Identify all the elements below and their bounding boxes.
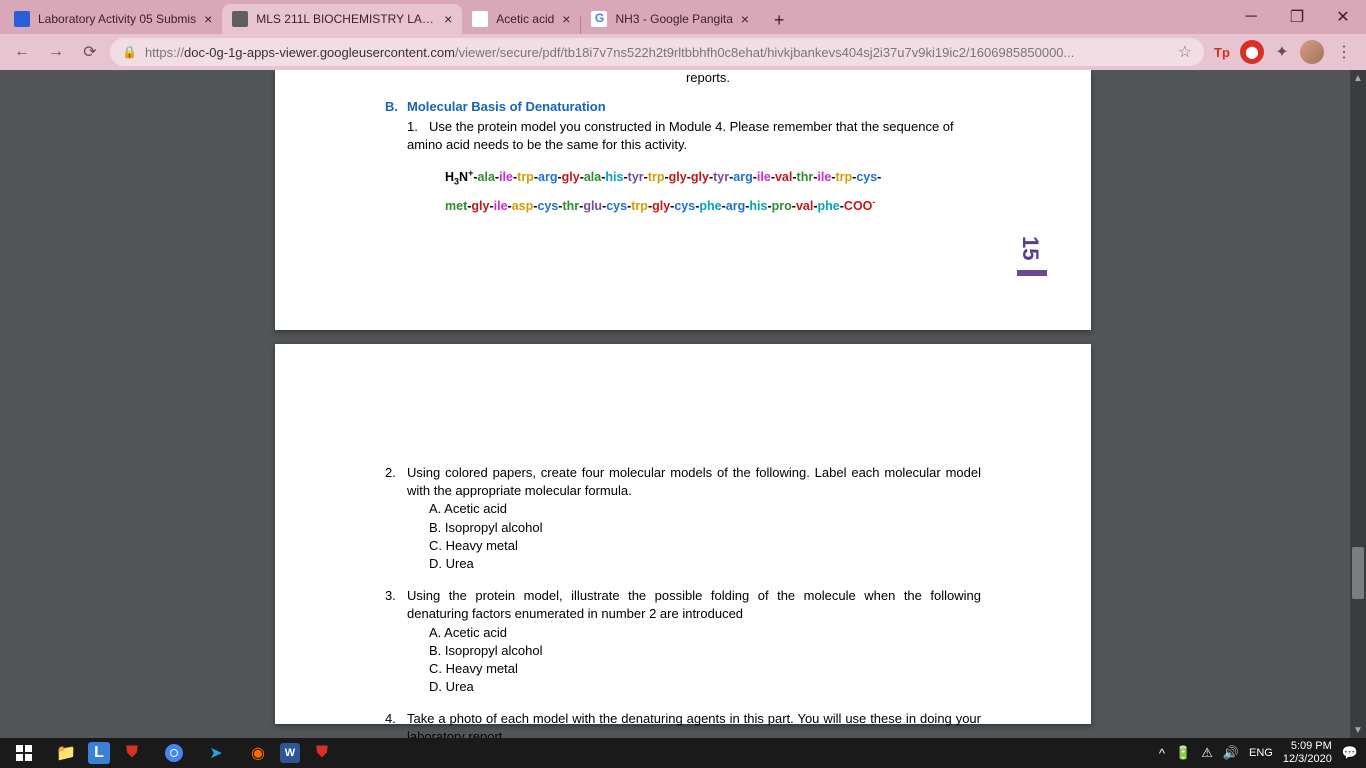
ext-icon-1[interactable]: Tp bbox=[1210, 40, 1234, 64]
task-app-g-icon[interactable]: ◉ bbox=[238, 738, 278, 768]
tabs-area: Laboratory Activity 05 Submis×MLS 211L B… bbox=[0, 0, 1228, 34]
task-explorer-icon[interactable]: 📁 bbox=[46, 738, 86, 768]
amino-sequence-1: H3N+-ala-ile-trp-arg-gly-ala-his-tyr-trp… bbox=[445, 168, 981, 187]
scroll-up-arrow[interactable]: ▲ bbox=[1350, 70, 1366, 86]
question-4: 4.Take a photo of each model with the de… bbox=[385, 710, 981, 738]
browser-titlebar: Laboratory Activity 05 Submis×MLS 211L B… bbox=[0, 0, 1366, 34]
tab-close-icon[interactable]: × bbox=[444, 11, 452, 27]
pdf-page-15: reports. B.Molecular Basis of Denaturati… bbox=[275, 70, 1091, 330]
tab-title: Laboratory Activity 05 Submis bbox=[38, 12, 196, 26]
browser-tab[interactable]: Acetic acid × bbox=[462, 4, 580, 34]
question-2: 2.Using colored papers, create four mole… bbox=[385, 464, 981, 573]
item-1: 1.Use the protein model you constructed … bbox=[407, 118, 981, 154]
profile-avatar[interactable] bbox=[1300, 40, 1324, 64]
tab-favicon bbox=[14, 11, 30, 27]
tab-title: MLS 211L BIOCHEMISTRY LABOR bbox=[256, 12, 436, 26]
task-app-l-icon[interactable]: L bbox=[88, 742, 110, 764]
tab-favicon: G bbox=[591, 11, 607, 27]
omnibox[interactable]: 🔒 https://doc-0g-1g-apps-viewer.googleus… bbox=[110, 38, 1204, 66]
url-text: https://doc-0g-1g-apps-viewer.googleuser… bbox=[145, 45, 1170, 60]
tab-title: NH3 - Google Pangita bbox=[615, 12, 732, 26]
task-mcafee-icon[interactable]: ⛊ bbox=[112, 738, 152, 768]
tab-close-icon[interactable]: × bbox=[562, 11, 570, 27]
tray-battery-icon[interactable]: 🔋 bbox=[1175, 745, 1191, 761]
forward-button[interactable]: → bbox=[42, 38, 70, 66]
pdf-page-16: 2.Using colored papers, create four mole… bbox=[275, 344, 1091, 724]
new-tab-button[interactable]: + bbox=[765, 6, 793, 34]
tray-volume-icon[interactable]: 🔊 bbox=[1223, 745, 1239, 761]
tab-close-icon[interactable]: × bbox=[204, 11, 212, 27]
task-word-icon[interactable]: W bbox=[280, 743, 300, 763]
lock-icon: 🔒 bbox=[122, 45, 137, 59]
pdf-viewport[interactable]: reports. B.Molecular Basis of Denaturati… bbox=[0, 70, 1366, 738]
task-chrome-icon[interactable] bbox=[154, 738, 194, 768]
tray-language[interactable]: ENG bbox=[1249, 747, 1273, 759]
windows-taskbar: 📁 L ⛊ ➤ ◉ W ⛊ ^ 🔋 ⚠ 🔊 ENG 5:09 PM 12/3/2… bbox=[0, 738, 1366, 768]
browser-tab[interactable]: Laboratory Activity 05 Submis × bbox=[4, 4, 222, 34]
start-button[interactable] bbox=[4, 738, 44, 768]
page-number-bar bbox=[1017, 270, 1047, 276]
close-window-button[interactable]: ✕ bbox=[1320, 0, 1366, 34]
extensions-icon[interactable]: ✦ bbox=[1270, 40, 1294, 64]
tray-wifi-icon[interactable]: ⚠ bbox=[1201, 745, 1213, 761]
star-icon[interactable]: ☆ bbox=[1178, 42, 1192, 62]
minimize-button[interactable]: ─ bbox=[1228, 0, 1274, 34]
scroll-down-arrow[interactable]: ▼ bbox=[1350, 722, 1366, 738]
maximize-button[interactable]: ❐ bbox=[1274, 0, 1320, 34]
tab-favicon bbox=[472, 11, 488, 27]
browser-tab[interactable]: MLS 211L BIOCHEMISTRY LABOR × bbox=[222, 4, 462, 34]
tray-notifications-icon[interactable]: 💬 bbox=[1342, 745, 1358, 761]
address-bar: ← → ⟳ 🔒 https://doc-0g-1g-apps-viewer.go… bbox=[0, 34, 1366, 70]
window-controls: ─ ❐ ✕ bbox=[1228, 0, 1366, 34]
question-3: 3.Using the protein model, illustrate th… bbox=[385, 587, 981, 696]
ext-icon-2[interactable]: ⬤ bbox=[1240, 40, 1264, 64]
task-telegram-icon[interactable]: ➤ bbox=[196, 738, 236, 768]
task-shield-icon[interactable]: ⛊ bbox=[302, 738, 342, 768]
scroll-thumb[interactable] bbox=[1352, 547, 1364, 599]
tray-clock[interactable]: 5:09 PM 12/3/2020 bbox=[1283, 740, 1332, 766]
tab-title: Acetic acid bbox=[496, 12, 554, 26]
tab-close-icon[interactable]: × bbox=[741, 11, 749, 27]
chrome-menu[interactable]: ⋮ bbox=[1330, 38, 1358, 66]
page-number: 15 bbox=[1017, 236, 1043, 260]
back-button[interactable]: ← bbox=[8, 38, 36, 66]
scrollbar[interactable]: ▲ ▼ bbox=[1350, 70, 1366, 738]
browser-tab[interactable]: G NH3 - Google Pangita × bbox=[581, 4, 759, 34]
amino-sequence-2: met-gly-ile-asp-cys-thr-glu-cys-trp-gly-… bbox=[445, 197, 981, 213]
reload-button[interactable]: ⟳ bbox=[76, 38, 104, 66]
tab-favicon bbox=[232, 11, 248, 27]
tray-chevron-icon[interactable]: ^ bbox=[1159, 746, 1165, 761]
tail-text: reports. bbox=[435, 70, 981, 85]
section-b-heading: B.Molecular Basis of Denaturation bbox=[385, 99, 981, 114]
